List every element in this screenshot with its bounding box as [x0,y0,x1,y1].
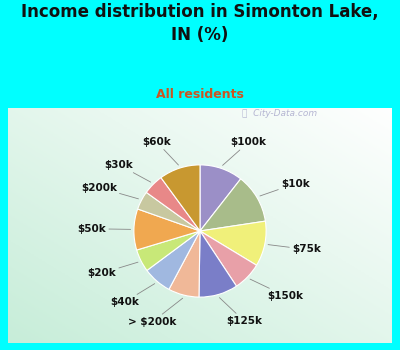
Wedge shape [137,231,200,271]
Wedge shape [200,221,266,265]
Text: $125k: $125k [220,298,262,326]
Text: $75k: $75k [268,244,321,254]
Wedge shape [161,165,200,231]
Text: $50k: $50k [77,224,131,234]
Text: $200k: $200k [81,182,138,199]
Wedge shape [146,178,200,231]
Text: $10k: $10k [260,178,310,196]
Wedge shape [199,231,236,297]
Wedge shape [134,209,200,250]
Text: $30k: $30k [105,160,151,182]
Wedge shape [200,231,256,286]
Wedge shape [169,231,200,297]
Text: > $200k: > $200k [128,298,183,327]
Text: $150k: $150k [250,279,304,301]
Wedge shape [138,193,200,231]
Text: ⓘ  City-Data.com: ⓘ City-Data.com [242,108,318,118]
Text: All residents: All residents [156,88,244,100]
Text: Income distribution in Simonton Lake,
IN (%): Income distribution in Simonton Lake, IN… [21,4,379,44]
Text: $40k: $40k [110,284,155,307]
Text: $100k: $100k [222,137,266,165]
Wedge shape [200,179,265,231]
Text: $20k: $20k [87,262,138,278]
Wedge shape [147,231,200,289]
Wedge shape [200,165,241,231]
Text: $60k: $60k [142,137,178,165]
